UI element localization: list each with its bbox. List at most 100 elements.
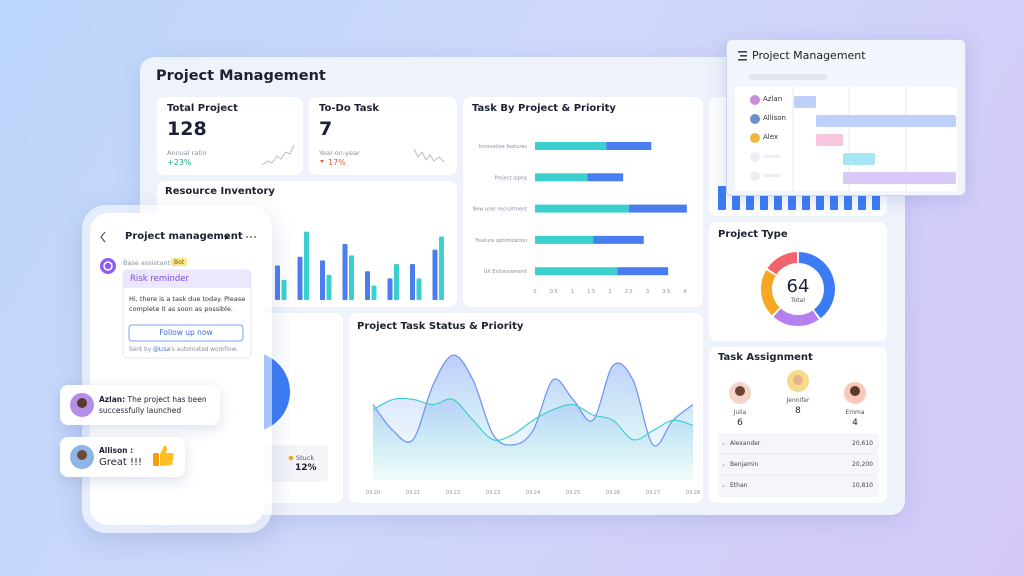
- bar-segment: [628, 204, 687, 213]
- more-button[interactable]: [246, 236, 256, 238]
- avatar: [70, 445, 174, 469]
- row-name: Ethan: [730, 482, 748, 489]
- donut-segment: [798, 252, 835, 319]
- card-title: Task By Project & Priority: [472, 103, 616, 114]
- footer-text: Sent by: [129, 347, 153, 353]
- avatar: [70, 393, 94, 417]
- task-status-chart: 03.20 03.21 03.22 03.23 03.24 03.25 03.26 03.27…: [366, 354, 700, 496]
- x-tick-label: 0.5: [550, 289, 558, 295]
- x-tick-label: 03.24: [526, 490, 540, 496]
- bar: [387, 278, 393, 300]
- x-tick-label: 3: [646, 289, 649, 295]
- x-tick-label: 1: [571, 289, 574, 295]
- bar: [349, 255, 354, 300]
- gantt-panel: Project Management Azlan Allison Alex: [726, 39, 966, 196]
- sparkline: [261, 144, 295, 166]
- donut-center-value: 64: [787, 276, 810, 297]
- resource-chart: [275, 231, 444, 300]
- x-tick-label: 03.28: [686, 490, 700, 496]
- bar-segment: [535, 204, 629, 213]
- bar: [371, 285, 377, 300]
- bar: [275, 265, 280, 300]
- back-button[interactable]: [100, 231, 106, 243]
- bar: [297, 256, 303, 300]
- card-footer: Sent by @Lisa's automated workflow.: [129, 347, 238, 353]
- card-title: Task Assignment: [718, 352, 813, 363]
- x-tick-label: 03.25: [566, 490, 580, 496]
- bar: [342, 243, 348, 300]
- bar-segment: [535, 173, 588, 182]
- card-title: Project Task Status & Priority: [357, 321, 524, 332]
- person-name: Emma: [845, 409, 865, 416]
- button-label[interactable]: Follow up now: [159, 328, 213, 337]
- category-label: Project alpha: [494, 175, 527, 181]
- svg-text:•: •: [722, 484, 725, 490]
- bar: [304, 231, 309, 300]
- card-title: Project Type: [718, 229, 788, 240]
- donut-segment: [761, 270, 780, 316]
- donut-segment: [767, 252, 798, 275]
- bar-segment: [606, 142, 652, 150]
- footer-text: 's automated workflow.: [170, 347, 238, 353]
- gantt-person: Azlan: [763, 95, 783, 103]
- category-label: New user recruitment: [473, 207, 527, 213]
- chat-message: Great !!!: [99, 457, 143, 468]
- bar-segment: [593, 235, 644, 244]
- mention[interactable]: @Lisa: [153, 347, 171, 353]
- person-name: Julia: [733, 409, 747, 416]
- x-tick-label: 4: [683, 289, 686, 295]
- row-name: Benjamin: [730, 461, 759, 468]
- x-tick-label: 3.5: [662, 289, 670, 295]
- row-value: 20,610: [852, 440, 873, 447]
- x-tick-label: 2.5: [625, 289, 633, 295]
- kpi-change: +23%: [167, 158, 192, 167]
- chat-text: Azlan: The project has been successfully…: [99, 394, 214, 416]
- x-tick-label: 2: [608, 289, 611, 295]
- task-by-project-chart: 0 0.5 1 1.5 2 2.5 3 3.5 4 Innovative features Proj…: [473, 142, 687, 295]
- bar: [365, 271, 370, 300]
- chat-name: Azlan:: [99, 395, 126, 404]
- x-tick-label: 03.20: [366, 490, 380, 496]
- bar: [394, 264, 399, 300]
- card-title: Resource Inventory: [165, 186, 275, 197]
- card-title: Total Project: [167, 103, 238, 114]
- status-label: Stuck: [296, 454, 315, 462]
- todo-card: To-Do Task 7 Year-on-year 17%: [309, 97, 457, 175]
- bar: [416, 278, 422, 300]
- project-type-card: Project Type 64 Total: [709, 222, 887, 341]
- bar-segment: [587, 173, 624, 182]
- x-tick-label: 03.23: [486, 490, 500, 496]
- area-fill: [373, 398, 693, 480]
- task-by-project-card: Task By Project & Priority 0 0.5 1 1.5 2 2.5 3…: [463, 97, 703, 307]
- bar: [281, 279, 287, 300]
- gantt-person: Allison: [763, 114, 786, 122]
- bar: [439, 236, 444, 300]
- kpi-caption: Annual ratio: [167, 149, 207, 157]
- x-tick-label: 03.21: [406, 490, 420, 496]
- category-label: Innovative features: [478, 144, 527, 150]
- x-tick-label: 03.26: [606, 490, 620, 496]
- gantt-person: Alex: [763, 133, 779, 141]
- card-title: To-Do Task: [319, 103, 380, 114]
- phone-graphics: [100, 231, 256, 359]
- thumbs-up: [153, 445, 174, 466]
- phone-title: Project management: [125, 231, 243, 242]
- chat-name: Allison :: [99, 446, 134, 455]
- bar: [326, 274, 332, 300]
- category-label: Feature optimization: [475, 238, 527, 244]
- kpi-value: 128: [167, 118, 207, 140]
- status-value: 12%: [295, 463, 317, 473]
- follow-up-button[interactable]: [128, 324, 244, 342]
- bar-segment: [535, 142, 607, 150]
- kpi-change: 17%: [328, 158, 346, 167]
- person-count: 4: [852, 418, 858, 428]
- donut-segment: [773, 308, 819, 326]
- bar: [432, 249, 438, 300]
- person-count: 8: [795, 406, 801, 416]
- person-count: 6: [737, 418, 743, 428]
- total-project-card: Total Project 128 Annual ratio +23%: [157, 97, 303, 175]
- bar: [410, 264, 415, 300]
- x-tick-label: 03.22: [446, 490, 460, 496]
- person-name: Jennifer: [786, 397, 810, 404]
